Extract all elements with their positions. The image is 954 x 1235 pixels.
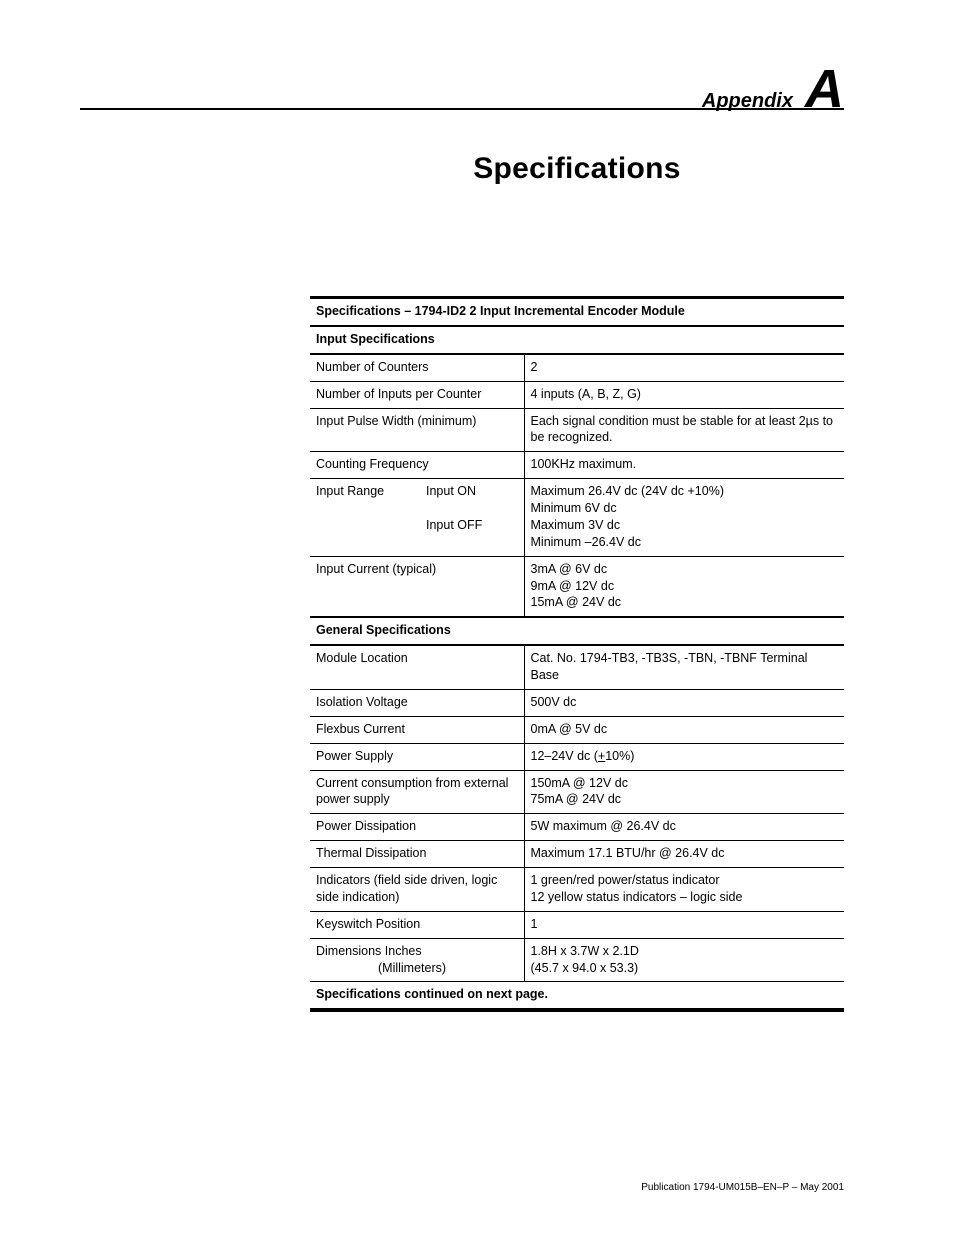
dim-l2: (Millimeters) [316, 961, 446, 975]
input-range-off: Input OFF [426, 517, 482, 534]
row-value: 12–24V dc (+10%) [524, 743, 844, 770]
input-range-on: Input ON [426, 483, 476, 500]
row-label: Keyswitch Position [310, 911, 524, 938]
row-value: Each signal condition must be stable for… [524, 408, 844, 452]
row-label: Isolation Voltage [310, 689, 524, 716]
row-value: 2 [524, 354, 844, 381]
dim-l1: Dimensions Inches [316, 944, 422, 958]
row-label: Counting Frequency [310, 452, 524, 479]
table-footnote: Specifications continued on next page. [310, 982, 844, 1010]
row-label: Flexbus Current [310, 716, 524, 743]
table-row: Number of Inputs per Counter 4 inputs (A… [310, 381, 844, 408]
table-row: Thermal Dissipation Maximum 17.1 BTU/hr … [310, 841, 844, 868]
page: AppendixA Specifications Specifications … [0, 0, 954, 1235]
row-value: 150mA @ 12V dc 75mA @ 24V dc [524, 770, 844, 814]
row-value: 4 inputs (A, B, Z, G) [524, 381, 844, 408]
appendix-label: AppendixA [702, 58, 844, 120]
table-row: Indicators (field side driven, logic sid… [310, 868, 844, 912]
spec-table: Specifications – 1794-ID2 2 Input Increm… [310, 296, 844, 1012]
page-title: Specifications [310, 152, 844, 186]
section-input: Input Specifications [310, 326, 844, 354]
row-label: Power Dissipation [310, 814, 524, 841]
row-label: Input Pulse Width (minimum) [310, 408, 524, 452]
table-row: Power Dissipation 5W maximum @ 26.4V dc [310, 814, 844, 841]
row-value: 100KHz maximum. [524, 452, 844, 479]
row-value: 500V dc [524, 689, 844, 716]
row-label: Dimensions Inches (Millimeters) [310, 938, 524, 982]
table-row: Counting Frequency 100KHz maximum. [310, 452, 844, 479]
input-range-label: Input Range [316, 483, 426, 500]
table-row: Isolation Voltage 500V dc [310, 689, 844, 716]
row-label: Indicators (field side driven, logic sid… [310, 868, 524, 912]
table-row-power-supply: Power Supply 12–24V dc (+10%) [310, 743, 844, 770]
table-row-input-range: Input RangeInput ON Input OFF Maximum 26… [310, 479, 844, 557]
row-label: Input RangeInput ON Input OFF [310, 479, 524, 557]
table-row: Input Current (typical) 3mA @ 6V dc 9mA … [310, 556, 844, 617]
row-label: Module Location [310, 645, 524, 689]
table-row: Input Pulse Width (minimum) Each signal … [310, 408, 844, 452]
row-label: Current consumption from external power … [310, 770, 524, 814]
table-row-dimensions: Dimensions Inches (Millimeters) 1.8H x 3… [310, 938, 844, 982]
row-label: Number of Inputs per Counter [310, 381, 524, 408]
row-value: Maximum 17.1 BTU/hr @ 26.4V dc [524, 841, 844, 868]
row-value: Cat. No. 1794-TB3, -TB3S, -TBN, -TBNF Te… [524, 645, 844, 689]
table-row: Module Location Cat. No. 1794-TB3, -TB3S… [310, 645, 844, 689]
table-row: Number of Counters 2 [310, 354, 844, 381]
row-label: Number of Counters [310, 354, 524, 381]
section-general: General Specifications [310, 617, 844, 645]
table-row: Flexbus Current 0mA @ 5V dc [310, 716, 844, 743]
appendix-letter: A [805, 59, 844, 119]
row-value: 0mA @ 5V dc [524, 716, 844, 743]
row-label: Input Current (typical) [310, 556, 524, 617]
row-value: 3mA @ 6V dc 9mA @ 12V dc 15mA @ 24V dc [524, 556, 844, 617]
row-value: Maximum 26.4V dc (24V dc +10%) Minimum 6… [524, 479, 844, 557]
table-row: Current consumption from external power … [310, 770, 844, 814]
table-header: Specifications – 1794-ID2 2 Input Increm… [310, 298, 844, 326]
row-value: 1 green/red power/status indicator 12 ye… [524, 868, 844, 912]
row-label: Thermal Dissipation [310, 841, 524, 868]
row-value: 5W maximum @ 26.4V dc [524, 814, 844, 841]
row-label: Power Supply [310, 743, 524, 770]
page-footer: Publication 1794-UM015B–EN–P – May 2001 [641, 1182, 844, 1193]
appendix-rule [80, 108, 844, 110]
row-value: 1 [524, 911, 844, 938]
table-row: Keyswitch Position 1 [310, 911, 844, 938]
row-value: 1.8H x 3.7W x 2.1D (45.7 x 94.0 x 53.3) [524, 938, 844, 982]
